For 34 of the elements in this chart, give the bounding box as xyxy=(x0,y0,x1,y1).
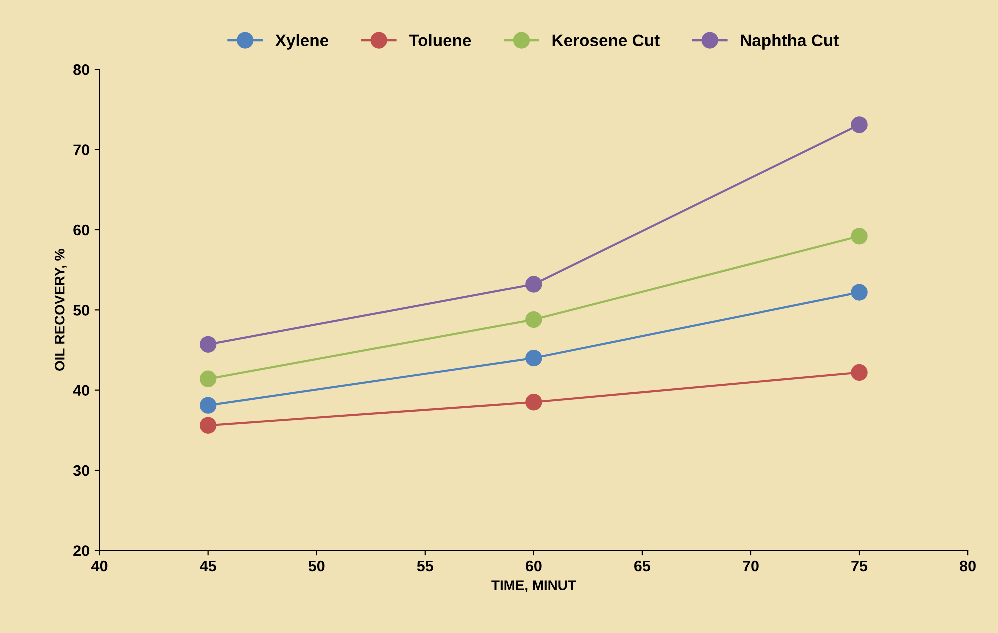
point xyxy=(851,364,868,382)
legend-label: Naphtha Cut xyxy=(741,34,839,50)
x-tick-label: 55 xyxy=(417,560,434,572)
point xyxy=(526,311,542,328)
point xyxy=(851,284,868,301)
legend-label: Toluene xyxy=(409,34,472,47)
x-tick-label: 50 xyxy=(308,560,325,572)
point xyxy=(526,350,542,367)
point xyxy=(200,336,217,353)
x-tick-label: 45 xyxy=(200,560,216,572)
y-tick-label: 60 xyxy=(74,224,90,236)
x-tick-label: 80 xyxy=(960,560,976,572)
x-tick-label: 70 xyxy=(743,560,759,572)
y-tick-label: 50 xyxy=(74,305,90,316)
y-tick-label: 20 xyxy=(74,546,90,556)
x-tick-label: 75 xyxy=(852,560,868,572)
x-tick-label: 40 xyxy=(92,560,108,572)
y-tick-label: 70 xyxy=(74,144,90,156)
point xyxy=(200,397,217,414)
y-tick-label: 30 xyxy=(73,465,90,476)
x-tick-label: 60 xyxy=(526,560,542,572)
x-tick-label: 65 xyxy=(634,560,651,572)
point xyxy=(200,417,217,434)
point xyxy=(851,228,868,245)
point xyxy=(526,394,542,411)
y-tick-label: 80 xyxy=(74,64,90,76)
point xyxy=(526,276,542,293)
point xyxy=(851,116,868,134)
x-axis-title: TIME, MINUT xyxy=(492,580,576,592)
legend-label: Xylene xyxy=(276,34,329,50)
y-tick-label: 40 xyxy=(73,385,90,396)
legend-label: Kerosene Cut xyxy=(552,34,660,47)
point xyxy=(200,370,217,388)
y-axis-title: OIL RECOVERY, % xyxy=(54,249,67,371)
